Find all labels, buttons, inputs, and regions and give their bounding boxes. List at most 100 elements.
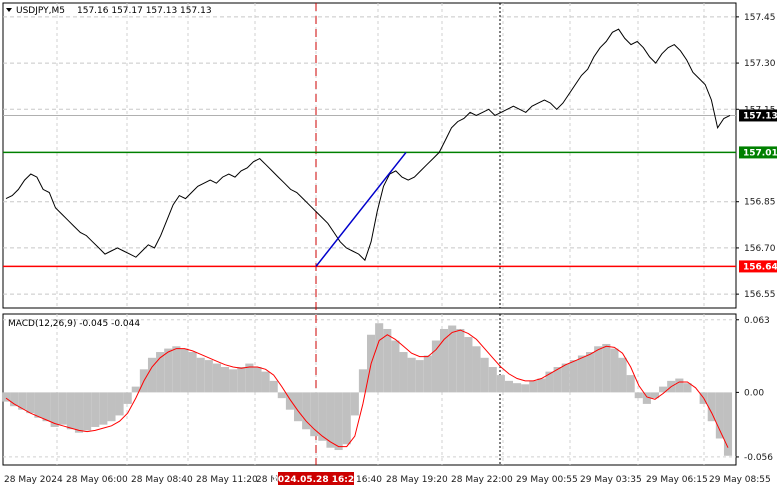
current-price-badge-bg [739,109,777,122]
ohlc-values: 157.16 157.17 157.13 157.13 [77,6,212,16]
macd-signal-line[interactable] [5,329,729,448]
macd-histogram-bar [83,392,92,431]
macd-histogram-bar [188,352,197,393]
time-tick-label: 29 May 00:55 [516,475,578,485]
price-tick-label: 157.45 [744,13,776,23]
macd-histogram-bar [602,343,611,393]
macd-histogram-bar [594,346,603,393]
macd-histogram-bar [496,375,505,393]
macd-tick-label: 0.063 [744,316,770,326]
macd-histogram-bar [326,392,335,448]
time-tick-label: 29 May 06:15 [646,475,708,485]
macd-histogram-bar [180,348,189,393]
macd-histogram-bar [302,392,311,430]
macd-histogram-bar [431,340,441,393]
macd-histogram-bar [456,328,465,393]
macd-histogram-bar [383,328,392,393]
time-axis: 28 May 2024 28 May 06:00 28 May 08:40 28 Ma… [4,472,771,485]
macd-histogram-bar [164,348,173,393]
macd-histogram-bar [147,357,157,393]
time-tick-label: 28 M [256,475,278,485]
macd-histogram-bar [229,369,238,393]
price-tick-label: 157.30 [744,59,776,69]
macd-histogram-bar [480,357,489,393]
macd-histogram-bar [521,384,530,393]
price-axis: 157.45157.30157.15156.85156.70156.55157.… [736,13,778,300]
macd-histogram-bar [513,383,522,393]
macd-histogram-bar [74,392,84,433]
macd-histogram-bar [50,392,59,427]
time-tick-label: 28 May 2024 [4,475,63,485]
time-marker-badge: 2024.05.28 16:20 [272,475,361,485]
price-tick-label: 156.55 [744,290,776,300]
macd-histogram-bar [642,392,651,404]
macd-histogram-bar [391,340,400,393]
macd-histogram-bar [553,367,562,393]
macd-histogram-bar [1,392,11,402]
macd-histogram-bar [99,392,108,425]
macd-histogram-bar [245,363,254,393]
macd-tick-label: -0.056 [744,453,773,463]
macd-histogram-bar [358,369,367,393]
macd-histogram-bar [472,346,481,393]
support-price-badge-bg [739,260,777,273]
macd-histogram-bar [529,380,538,393]
macd-histogram-bar [448,325,457,393]
macd-histogram-bar [123,392,132,404]
macd-histogram-bar [18,392,27,410]
macd-histogram-bar [34,392,43,418]
macd-histogram-bar [237,367,246,393]
macd-histogram-bar [415,360,424,393]
support-price-badge: 156.64 [743,262,778,272]
macd-histogram-bar [707,392,716,422]
macd-histogram-bar [285,392,294,410]
macd-histogram-bar [269,380,278,393]
time-tick-label: 28 May 11:20 [196,475,258,485]
macd-histogram-bar [318,392,327,441]
macd-histogram-bar [407,357,416,393]
macd-histogram-bar [277,392,286,399]
macd-histogram-bar [464,337,473,393]
macd-histogram-bar [650,392,660,399]
symbol-collapse-icon[interactable] [6,8,12,12]
macd-histogram-bar [626,375,635,393]
grid-lines [3,3,736,465]
macd-indicator [1,323,733,456]
resistance-price-badge: 157.01 [743,148,778,158]
resistance-price-badge-bg [739,146,777,159]
macd-histogram-bar [204,360,213,393]
macd-histogram-bar [91,392,100,427]
macd-histogram-bar [253,367,262,393]
horizontal-levels [3,114,736,268]
macd-histogram-bar [577,355,587,393]
time-tick-label: 28 May 06:00 [66,475,128,485]
macd-histogram-bar [172,346,181,393]
macd-histogram-bar [220,367,230,393]
macd-histogram-bar [131,386,140,393]
macd-histogram-bar [423,355,432,393]
trend-line[interactable] [315,151,407,267]
macd-histogram-bar [569,360,578,393]
macd-histogram-bar [115,392,124,416]
macd-histogram-bar [42,392,51,422]
macd-histogram-bar [342,392,351,445]
macd-histogram-bar [212,363,221,393]
price-panel[interactable] [2,2,737,309]
macd-histogram-bar [723,392,733,456]
price-series [5,28,731,267]
macd-histogram-bar [196,357,205,393]
time-tick-label: 28 May 19:20 [386,475,448,485]
current-price-badge: 157.13 [743,111,778,121]
macd-histogram-bar [586,352,595,393]
macd-histogram-bar [675,378,684,393]
time-tick-label: 29 May 03:35 [580,475,642,485]
price-line[interactable] [5,28,731,262]
macd-histogram-bar [10,392,19,407]
price-tick-label: 156.70 [744,244,776,254]
macd-histogram-bar [659,386,668,393]
macd-histogram-bar [66,392,75,430]
macd-histogram-bar [261,371,270,393]
time-tick-label: 16:40 [356,475,382,485]
macd-histogram-bar [715,392,724,439]
